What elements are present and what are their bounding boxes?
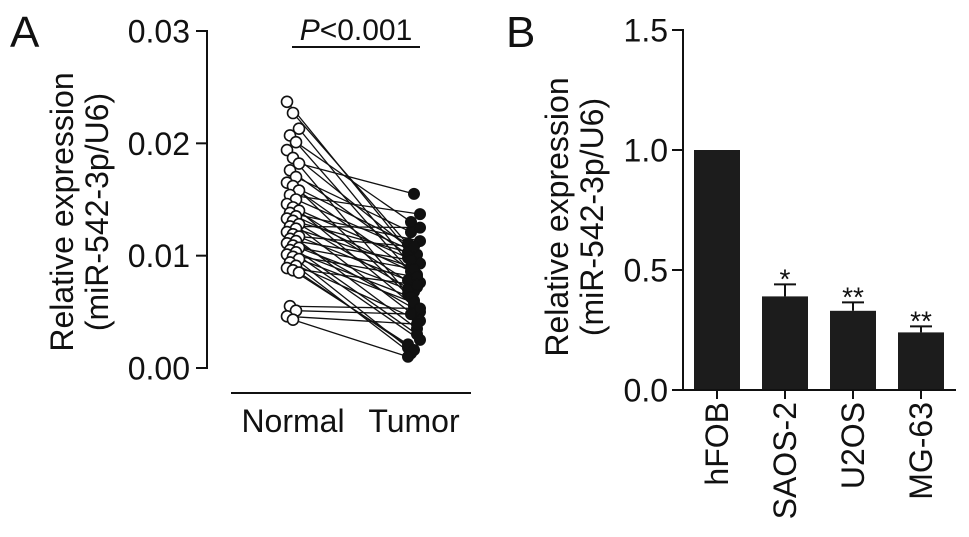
panel-label-a: A — [10, 8, 40, 57]
tumor-point — [414, 302, 426, 315]
pair-line — [295, 310, 412, 315]
pair-line — [289, 249, 421, 341]
tumor-point — [414, 221, 426, 234]
significance-label-saos-2: * — [780, 263, 791, 294]
y-tick-label: 0.01 — [128, 238, 190, 274]
pair-line — [286, 231, 418, 330]
y-tick-label: 0.00 — [128, 351, 190, 387]
x-tick-label-tumor: Tumor — [368, 403, 460, 439]
bar-saos-2 — [762, 296, 808, 390]
x-tick-label-u2os: U2OS — [835, 402, 871, 489]
pair-line — [289, 261, 421, 322]
p-symbol: P — [300, 14, 320, 47]
pair-line — [289, 305, 421, 310]
pair-line — [292, 112, 409, 245]
pair-line — [298, 235, 415, 248]
panel-label-b: B — [506, 8, 535, 57]
y-axis-title-line-1: Relative expression — [44, 72, 80, 351]
y-tick-label: 1.0 — [624, 133, 668, 169]
pair-line — [289, 135, 421, 284]
panel-a: A Relative expression (miR-542-3p/U6) P<… — [10, 8, 471, 439]
pair-line — [289, 194, 421, 215]
p-value-text: <0.001 — [320, 14, 413, 47]
normal-point — [286, 106, 300, 120]
normal-point — [292, 122, 306, 136]
y-tick-label: 0.02 — [128, 126, 190, 162]
pair-line — [292, 319, 409, 358]
x-tick-label-saos-2: SAOS-2 — [767, 402, 803, 519]
y-axis-title-line-2: (miR-542-3p/U6) — [79, 93, 115, 331]
y-axis-title-line-2: (miR-542-3p/U6) — [574, 98, 610, 336]
pair-line — [289, 225, 421, 229]
pair-line — [295, 141, 412, 223]
tumor-point — [411, 318, 423, 331]
pair-line — [295, 228, 412, 268]
normal-point — [292, 157, 306, 170]
y-tick-label: 0.0 — [624, 373, 668, 409]
x-tick-label-mg-63: MG-63 — [903, 402, 939, 500]
normal-point — [286, 313, 300, 326]
pair-line — [292, 244, 409, 290]
panel-a-axes: 0.00 0.01 0.02 0.03 Normal Tumor — [128, 14, 471, 439]
pair-line — [295, 198, 412, 251]
p-value-label: P<0.001 — [300, 14, 413, 47]
pair-line — [298, 271, 415, 351]
tumor-point — [414, 333, 426, 346]
normal-point — [289, 135, 303, 149]
tumor-point — [414, 208, 426, 221]
pair-line — [298, 162, 415, 195]
pair-line — [286, 315, 418, 325]
y-axis-title-line-1: Relative expression — [539, 77, 575, 356]
bar-u2os — [830, 310, 876, 390]
pair-line — [298, 258, 415, 304]
normal-point — [280, 95, 294, 109]
data-points — [280, 95, 426, 363]
significance-label-mg-63: ** — [910, 305, 932, 336]
pair-line — [292, 206, 409, 259]
panel-b-labels: hFOB * SAOS-2 ** U2OS ** MG-63 — [699, 263, 939, 519]
y-tick-label: 0.03 — [128, 14, 190, 50]
panel-b-axes: 0.0 0.5 1.0 1.5 — [624, 13, 956, 409]
tumor-point — [411, 278, 423, 291]
x-tick-label-normal: Normal — [241, 403, 344, 439]
bars — [694, 150, 944, 390]
y-tick-label: 0.5 — [624, 253, 668, 289]
tumor-point — [408, 187, 420, 200]
tumor-point — [405, 308, 417, 321]
tumor-point — [408, 240, 420, 253]
paired-lines — [286, 101, 421, 358]
pair-line — [295, 215, 412, 272]
bar-hfob — [694, 150, 740, 390]
tumor-point — [402, 350, 414, 363]
panel-b: B Relative expression (miR-542-3p/U6) 0.… — [506, 8, 956, 519]
pair-line — [286, 267, 418, 286]
normal-point — [292, 266, 306, 279]
bar-mg-63 — [898, 332, 944, 390]
x-tick-label-hfob: hFOB — [699, 402, 735, 486]
y-tick-label: 1.5 — [624, 13, 668, 49]
pair-line — [298, 247, 415, 270]
pair-line — [295, 240, 412, 261]
pair-line — [286, 253, 418, 278]
significance-label-u2os: ** — [842, 281, 864, 312]
